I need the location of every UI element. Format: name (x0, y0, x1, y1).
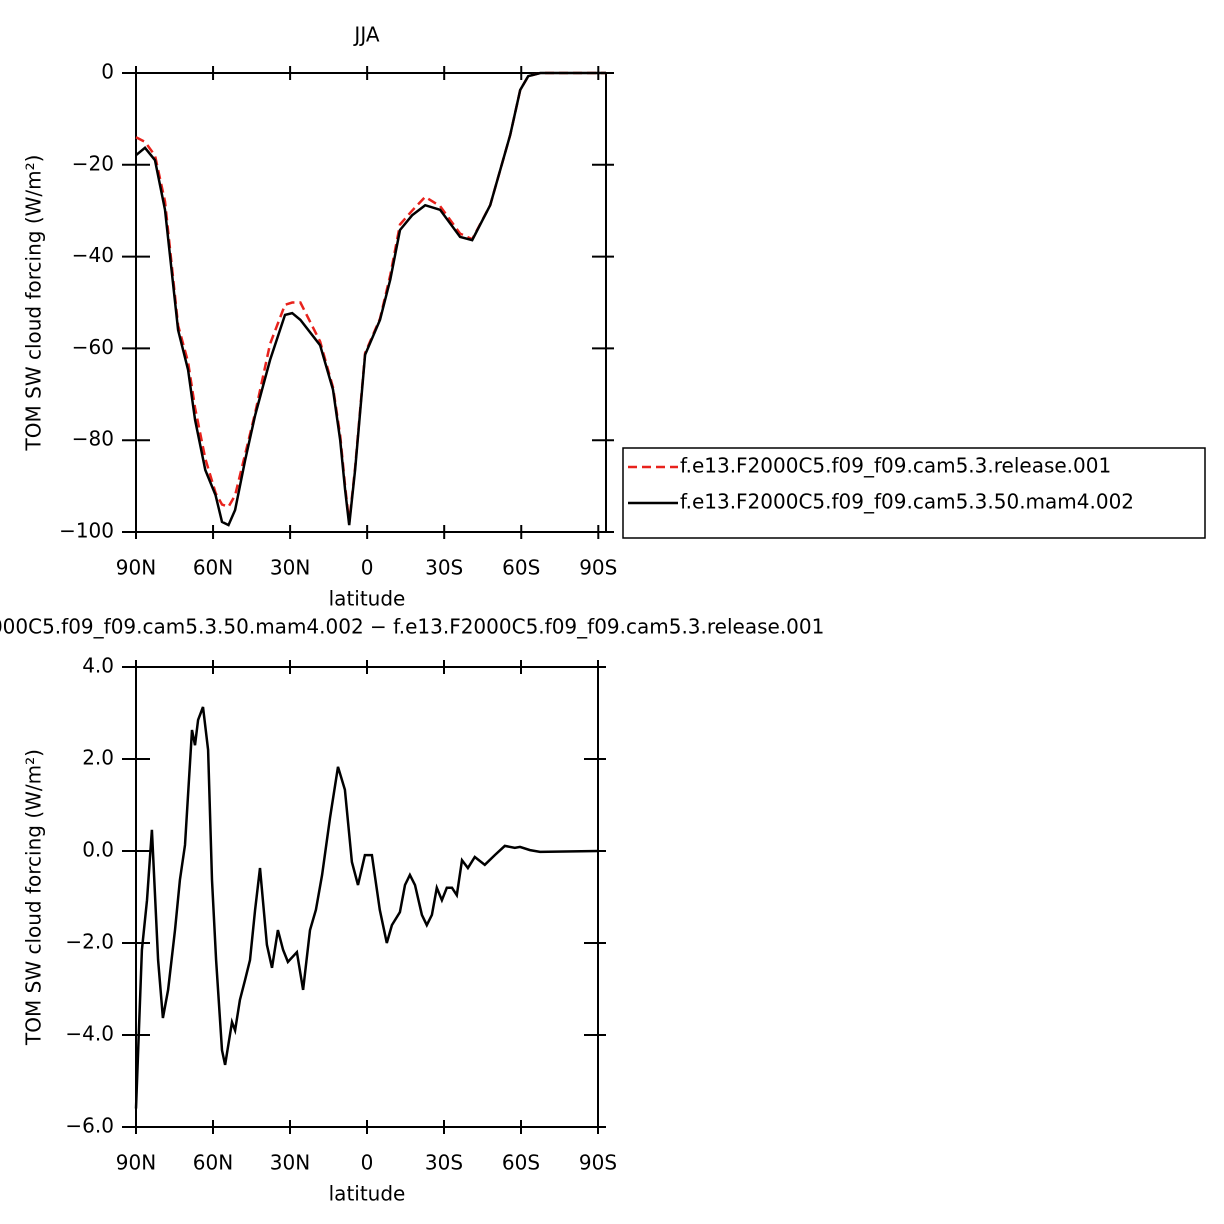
x-tick-label: 60S (502, 556, 540, 580)
y-tick-label: −80 (72, 427, 114, 451)
series-line (134, 706, 599, 1109)
y-tick-label: −60 (72, 335, 114, 359)
y-tick-label: 0 (101, 60, 114, 84)
x-tick-label: 30S (425, 556, 463, 580)
x-axis-label: latitude (329, 1182, 406, 1206)
x-tick-label: 90N (116, 556, 156, 580)
legend-label: f.e13.F2000C5.f09_f09.cam5.3.50.mam4.002 (680, 490, 1134, 514)
x-tick-label: 60N (193, 1151, 233, 1175)
legend-label: f.e13.F2000C5.f09_f09.cam5.3.release.001 (680, 454, 1111, 478)
y-tick-label: −100 (59, 519, 114, 543)
x-tick-label: 30N (270, 1151, 310, 1175)
y-tick-label: −6.0 (65, 1114, 114, 1138)
y-tick-label: 4.0 (82, 654, 114, 678)
plot-frame (135, 72, 607, 533)
y-tick-label: 2.0 (82, 746, 114, 770)
y-axis-label: TOM SW cloud forcing (W/m²) (22, 155, 46, 452)
x-tick-label: 0 (361, 556, 374, 580)
x-tick-label: 90S (579, 556, 617, 580)
chart-title: JJA (352, 23, 379, 47)
x-tick-label: 90S (579, 1151, 617, 1175)
y-tick-label: −20 (72, 151, 114, 175)
x-axis-label: latitude (329, 587, 406, 611)
x-tick-label: 60N (193, 556, 233, 580)
x-tick-label: 30N (270, 556, 310, 580)
x-tick-label: 90N (116, 1151, 156, 1175)
chart-title: f.e13.F2000C5.f09_f09.cam5.3.50.mam4.002… (0, 615, 824, 639)
x-tick-label: 60S (502, 1151, 540, 1175)
y-tick-label: −2.0 (65, 930, 114, 954)
y-tick-label: 0.0 (82, 838, 114, 862)
series-line (135, 71, 606, 527)
legend-box (622, 447, 1206, 539)
y-tick-label: −4.0 (65, 1022, 114, 1046)
x-tick-label: 30S (425, 1151, 463, 1175)
y-axis-label: TOM SW cloud forcing (W/m²) (22, 749, 46, 1046)
x-tick-label: 0 (361, 1151, 374, 1175)
series-line (135, 71, 606, 523)
y-tick-label: −40 (72, 243, 114, 267)
plot-frame (135, 666, 599, 1128)
